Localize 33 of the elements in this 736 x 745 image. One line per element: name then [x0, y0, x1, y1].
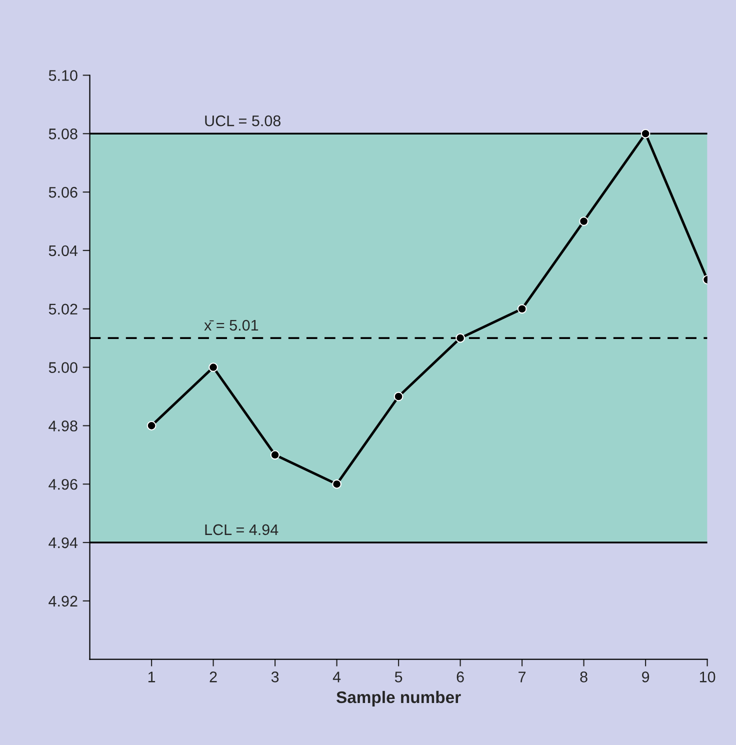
y-tick-label: 4.92	[48, 596, 78, 607]
x-tick-label: 9	[642, 672, 650, 682]
point	[579, 216, 588, 226]
ref-line-label: x̄ = 5.01	[204, 320, 258, 331]
x-tick-label: 3	[271, 672, 279, 682]
point	[146, 421, 156, 430]
x-tick-label: 10	[700, 672, 716, 682]
point	[517, 304, 527, 314]
y-tick-label: 5.08	[48, 128, 78, 140]
point	[208, 362, 218, 372]
point	[640, 128, 650, 138]
y-tick-label: 5.02	[48, 304, 78, 315]
y-tick-label: 5.06	[48, 186, 78, 198]
x-tick-label: 7	[518, 672, 526, 682]
ref-line-label: LCL = 4.94	[205, 524, 278, 536]
x-axis-title: Sample number	[336, 690, 461, 706]
x-tick-label: 5	[394, 672, 402, 682]
x-tick-label: 6	[456, 672, 464, 682]
y-tick-label: 4.94	[48, 537, 78, 548]
x-tick-label: 1	[148, 672, 156, 682]
y-tick-label: 4.96	[48, 478, 78, 490]
y-tick-label: 4.98	[48, 420, 78, 432]
y-tick-label: 5.04	[48, 245, 78, 256]
x-tick-label: 8	[580, 672, 588, 682]
x-tick-label: 2	[210, 672, 217, 682]
point	[332, 479, 342, 489]
ref-line-label: UCL = 5.08	[205, 115, 280, 126]
point	[456, 333, 465, 343]
point	[394, 392, 404, 402]
y-tick-label: 5.10	[48, 70, 78, 81]
y-tick-label: 5.00	[48, 362, 78, 373]
x-tick-label: 4	[332, 672, 341, 682]
point	[270, 450, 280, 460]
